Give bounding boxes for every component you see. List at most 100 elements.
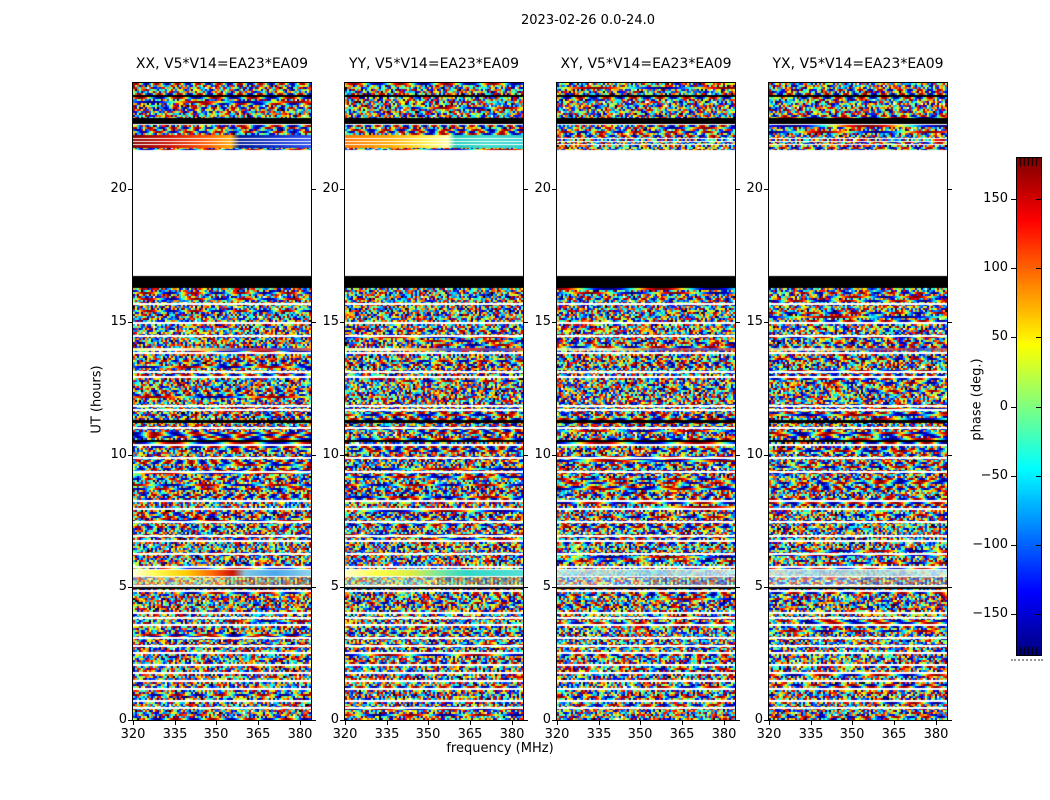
- y-tick-label: 15: [110, 314, 127, 329]
- x-tick-mark: [258, 720, 259, 725]
- y-tick-mark: [947, 322, 952, 323]
- x-tick-label: 365: [245, 727, 271, 742]
- y-tick-mark: [764, 455, 769, 456]
- y-tick-mark: [128, 720, 133, 721]
- y-tick-mark: [764, 189, 769, 190]
- x-tick-mark: [894, 720, 895, 725]
- y-tick-label: 0: [118, 712, 127, 727]
- y-tick-label: 15: [322, 314, 339, 329]
- colorbar-tick-label: 150: [983, 191, 1008, 206]
- y-tick-label: 20: [746, 181, 763, 196]
- y-tick-mark: [311, 720, 316, 721]
- colorbar-tick-mark: [1036, 268, 1041, 269]
- y-tick-mark: [128, 189, 133, 190]
- x-tick-mark: [133, 720, 134, 725]
- colorbar-tick-mark: [1011, 268, 1016, 269]
- y-tick-label: 20: [110, 181, 127, 196]
- y-tick-mark: [128, 455, 133, 456]
- y-tick-label: 10: [746, 447, 763, 462]
- panel-title-xy: XY, V5*V14=EA23*EA09: [560, 56, 732, 72]
- y-tick-mark: [764, 587, 769, 588]
- y-tick-mark: [552, 720, 557, 721]
- x-tick-mark: [599, 720, 600, 725]
- y-tick-mark: [311, 322, 316, 323]
- spectrogram-panel-yy: [344, 82, 524, 721]
- x-tick-mark: [852, 720, 853, 725]
- x-tick-label: 365: [669, 727, 695, 742]
- panel-title-yx: YX, V5*V14=EA23*EA09: [772, 56, 944, 72]
- x-tick-label: 350: [203, 727, 229, 742]
- x-tick-label: 335: [798, 727, 824, 742]
- x-tick-label: 320: [120, 727, 146, 742]
- y-tick-mark: [764, 720, 769, 721]
- y-tick-mark: [523, 189, 528, 190]
- x-tick-label: 320: [756, 727, 782, 742]
- x-tick-label: 350: [839, 727, 865, 742]
- x-tick-label: 380: [287, 727, 313, 742]
- y-tick-mark: [523, 587, 528, 588]
- x-tick-mark: [470, 720, 471, 725]
- y-tick-label: 20: [534, 181, 551, 196]
- colorbar-tick-label: −50: [980, 468, 1008, 483]
- y-tick-label: 0: [542, 712, 551, 727]
- x-tick-label: 350: [627, 727, 653, 742]
- y-tick-mark: [764, 322, 769, 323]
- y-tick-label: 10: [322, 447, 339, 462]
- y-tick-label: 10: [110, 447, 127, 462]
- colorbar-tick-label: −150: [972, 606, 1008, 621]
- x-tick-mark: [769, 720, 770, 725]
- colorbar-tick-label: −100: [972, 537, 1008, 552]
- colorbar-tick-label: 50: [991, 329, 1008, 344]
- x-axis-label: frequency (MHz): [446, 741, 554, 756]
- y-tick-mark: [947, 587, 952, 588]
- y-tick-mark: [311, 587, 316, 588]
- y-tick-mark: [523, 322, 528, 323]
- figure-title: 2023-02-26 0.0-24.0: [521, 13, 655, 28]
- y-tick-label: 5: [754, 579, 763, 594]
- x-tick-label: 380: [499, 727, 525, 742]
- y-tick-mark: [340, 720, 345, 721]
- y-tick-mark: [552, 455, 557, 456]
- x-tick-mark: [724, 720, 725, 725]
- colorbar-tick-label: 0: [999, 399, 1008, 414]
- y-tick-mark: [128, 587, 133, 588]
- y-tick-label: 5: [542, 579, 551, 594]
- colorbar-tick-mark: [1036, 476, 1041, 477]
- y-tick-mark: [311, 455, 316, 456]
- y-tick-mark: [947, 189, 952, 190]
- x-tick-mark: [345, 720, 346, 725]
- x-tick-mark: [811, 720, 812, 725]
- y-tick-mark: [552, 587, 557, 588]
- colorbar-tick-mark: [1036, 199, 1041, 200]
- y-tick-label: 15: [534, 314, 551, 329]
- x-tick-label: 320: [332, 727, 358, 742]
- x-tick-label: 380: [711, 727, 737, 742]
- y-tick-mark: [340, 189, 345, 190]
- panel-title-yy: YY, V5*V14=EA23*EA09: [348, 56, 520, 72]
- x-tick-label: 350: [415, 727, 441, 742]
- x-tick-label: 365: [881, 727, 907, 742]
- colorbar-tick-mark: [1011, 199, 1016, 200]
- colorbar-tick-mark: [1036, 545, 1041, 546]
- x-tick-mark: [557, 720, 558, 725]
- x-tick-mark: [936, 720, 937, 725]
- x-tick-mark: [428, 720, 429, 725]
- x-tick-label: 380: [923, 727, 949, 742]
- y-tick-mark: [311, 189, 316, 190]
- y-tick-label: 5: [118, 579, 127, 594]
- y-tick-mark: [735, 455, 740, 456]
- colorbar-bottom-dots: [1011, 659, 1043, 661]
- spectrogram-panel-yx: [768, 82, 948, 721]
- y-tick-label: 0: [754, 712, 763, 727]
- colorbar-tick-mark: [1011, 545, 1016, 546]
- colorbar-tick-mark: [1036, 337, 1041, 338]
- y-tick-label: 15: [746, 314, 763, 329]
- y-tick-mark: [128, 322, 133, 323]
- x-tick-mark: [640, 720, 641, 725]
- x-tick-label: 335: [162, 727, 188, 742]
- colorbar-tick-mark: [1011, 614, 1016, 615]
- x-tick-mark: [300, 720, 301, 725]
- y-tick-mark: [523, 720, 528, 721]
- spectrogram-panel-xx: [132, 82, 312, 721]
- y-tick-mark: [552, 189, 557, 190]
